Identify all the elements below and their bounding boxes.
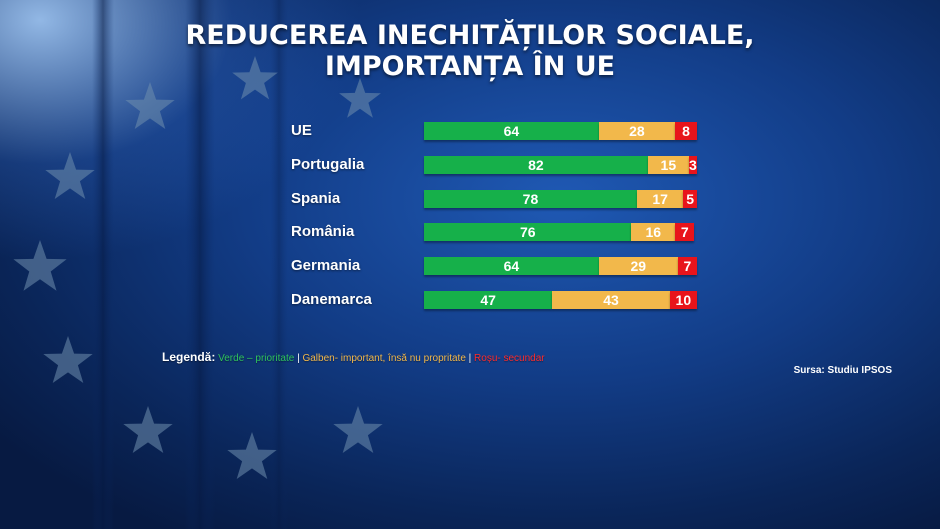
star-icon bbox=[333, 406, 383, 453]
legend-separator: | bbox=[465, 353, 475, 364]
bar-segment-galben: 28 bbox=[598, 122, 676, 140]
title-line-1: REDUCEREA INECHITĂȚILOR SOCIALE, bbox=[185, 20, 755, 51]
bar-row: 78 17 5 bbox=[424, 190, 697, 208]
bar-segment-rosu: 3 bbox=[688, 156, 697, 174]
bar-segment-verde: 82 bbox=[424, 156, 648, 174]
star-icon bbox=[227, 432, 277, 479]
source-note: Sursa: Studiu IPSOS bbox=[793, 365, 892, 376]
bar-segment-rosu: 7 bbox=[677, 257, 697, 275]
bar-segment-verde: 76 bbox=[424, 223, 632, 241]
row-label: România bbox=[291, 223, 355, 240]
row-label: Portugalia bbox=[291, 156, 365, 173]
bar-segment-verde: 64 bbox=[424, 257, 599, 275]
bar-row: 64 28 8 bbox=[424, 122, 697, 140]
star-icon bbox=[13, 240, 67, 291]
bar-segment-verde: 78 bbox=[424, 190, 637, 208]
bar-row: 47 43 10 bbox=[424, 291, 697, 309]
bar-segment-verde: 47 bbox=[424, 291, 553, 309]
bar-row: 64 29 7 bbox=[424, 257, 697, 275]
bar-segment-galben: 16 bbox=[631, 223, 676, 241]
bar-segment-rosu: 8 bbox=[675, 122, 697, 140]
bar-row: 76 16 7 bbox=[424, 223, 697, 241]
bar-segment-rosu: 10 bbox=[669, 291, 697, 309]
legend-lead: Legendă: bbox=[162, 350, 216, 364]
bar-segment-galben: 29 bbox=[598, 257, 678, 275]
row-label: Germania bbox=[291, 257, 361, 274]
star-icon bbox=[339, 78, 381, 118]
legend-green: Verde – prioritate bbox=[218, 353, 295, 364]
bar-segment-rosu: 5 bbox=[683, 190, 697, 208]
star-icon bbox=[43, 336, 93, 383]
legend: Legendă: Verde – prioritate | Galben- im… bbox=[162, 350, 545, 364]
row-label: UE bbox=[291, 122, 312, 139]
star-icon bbox=[45, 152, 95, 199]
row-label: Spania bbox=[291, 190, 341, 207]
bar-segment-galben: 17 bbox=[636, 190, 684, 208]
row-label: Danemarca bbox=[291, 291, 372, 308]
legend-red: Roșu- secundar bbox=[474, 353, 545, 364]
chart-title: REDUCEREA INECHITĂȚILOR SOCIALE, IMPORTA… bbox=[0, 20, 940, 82]
bar-segment-galben: 15 bbox=[647, 156, 689, 174]
star-icon bbox=[232, 56, 278, 100]
bar-segment-galben: 43 bbox=[552, 291, 670, 309]
bar-row: 82 15 3 bbox=[424, 156, 697, 174]
legend-yellow: Galben- important, însă nu propritate bbox=[302, 353, 466, 364]
bar-segment-rosu: 7 bbox=[675, 223, 695, 241]
legend-separator: | bbox=[294, 353, 303, 364]
bar-segment-verde: 64 bbox=[424, 122, 599, 140]
title-line-2: IMPORTANȚA ÎN UE bbox=[324, 51, 616, 82]
star-icon bbox=[125, 82, 175, 129]
star-icon bbox=[123, 406, 173, 453]
